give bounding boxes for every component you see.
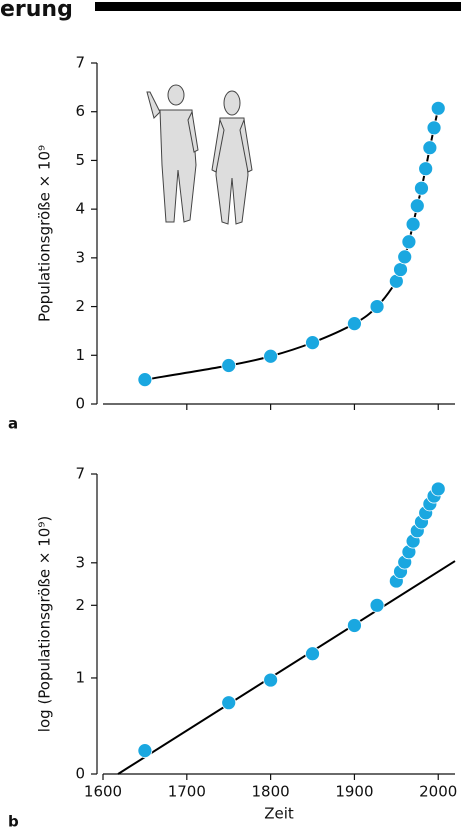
data-point (347, 618, 362, 633)
header-bar (95, 2, 461, 11)
y-tick-label: 0 (75, 395, 85, 413)
y-tick-label: 3 (75, 553, 85, 571)
data-point (137, 372, 153, 388)
y-tick-label: 4 (75, 200, 85, 218)
y-tick-label: 0 (75, 765, 85, 783)
x-tick-label: 2000 (419, 783, 457, 801)
y-tick-label: 7 (75, 54, 85, 72)
data-point (393, 262, 408, 277)
y-tick-label: 2 (75, 297, 85, 315)
y-tick-label: 1 (75, 668, 85, 686)
data-point (430, 481, 446, 497)
data-point (369, 299, 385, 314)
data-point (221, 358, 237, 373)
data-point (263, 672, 279, 688)
x-tick-label: 1700 (168, 783, 206, 801)
y-tick-label: 2 (75, 596, 85, 614)
data-point (305, 646, 320, 662)
y-tick-label: 3 (75, 248, 85, 266)
data-point (347, 316, 362, 332)
data-point (409, 198, 425, 214)
data-point (221, 695, 237, 711)
data-point (397, 249, 413, 265)
y-tick-label: 6 (75, 102, 85, 120)
y-tick-label: 7 (75, 465, 85, 483)
data-point (418, 161, 434, 177)
panel-label: a (8, 415, 18, 433)
x-tick-label: 1600 (84, 783, 122, 801)
data-point (414, 180, 429, 196)
y-axis-label: log (Populationsgröße × 10⁹) (36, 516, 54, 732)
data-point (137, 743, 153, 759)
data-point (401, 234, 417, 250)
data-point (430, 100, 446, 116)
data-point (426, 120, 442, 136)
x-tick-label: 1800 (252, 783, 290, 801)
y-tick-label: 1 (75, 346, 85, 364)
header-title: erung (0, 0, 73, 22)
x-axis-label: Zeit (264, 805, 294, 823)
data-point (369, 597, 385, 613)
x-tick-label: 1900 (335, 783, 373, 801)
data-point (405, 216, 421, 232)
y-tick-label: 5 (75, 151, 85, 169)
data-point (305, 335, 320, 351)
data-point (263, 348, 279, 364)
trend-line (117, 560, 456, 775)
panel-label: b (8, 813, 19, 831)
y-axis-label: Populationsgröße × 10⁹ (36, 145, 54, 322)
illustration (146, 84, 253, 225)
data-point (422, 140, 438, 156)
